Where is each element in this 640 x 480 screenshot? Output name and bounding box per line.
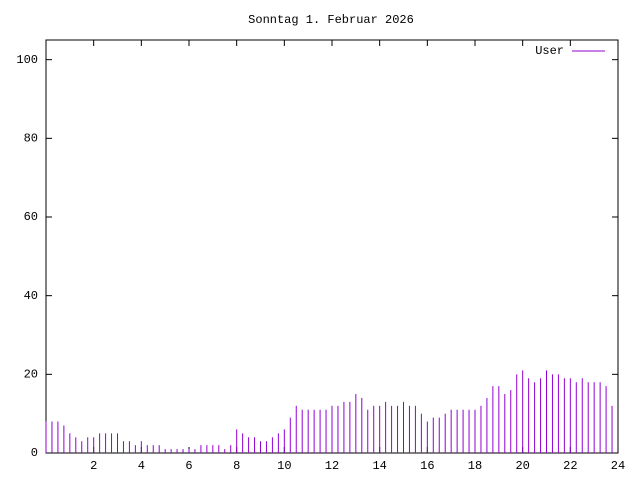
y-tick-label: 60 [24,210,38,224]
x-tick-label: 20 [515,459,529,473]
x-tick-label: 24 [611,459,625,473]
x-tick-label: 16 [420,459,434,473]
x-tick-label: 4 [138,459,145,473]
y-tick-label: 20 [24,368,38,382]
x-tick-label: 10 [277,459,291,473]
legend-label: User [535,44,564,58]
y-tick-label: 100 [16,53,38,67]
x-tick-label: 14 [372,459,386,473]
y-tick-label: 0 [31,446,38,460]
y-tick-label: 80 [24,132,38,146]
x-tick-label: 2 [90,459,97,473]
x-tick-label: 8 [233,459,240,473]
chart-title: Sonntag 1. Februar 2026 [248,13,414,27]
x-tick-label: 18 [468,459,482,473]
x-tick-label: 22 [563,459,577,473]
x-tick-label: 12 [325,459,339,473]
y-tick-label: 40 [24,289,38,303]
x-tick-label: 6 [185,459,192,473]
